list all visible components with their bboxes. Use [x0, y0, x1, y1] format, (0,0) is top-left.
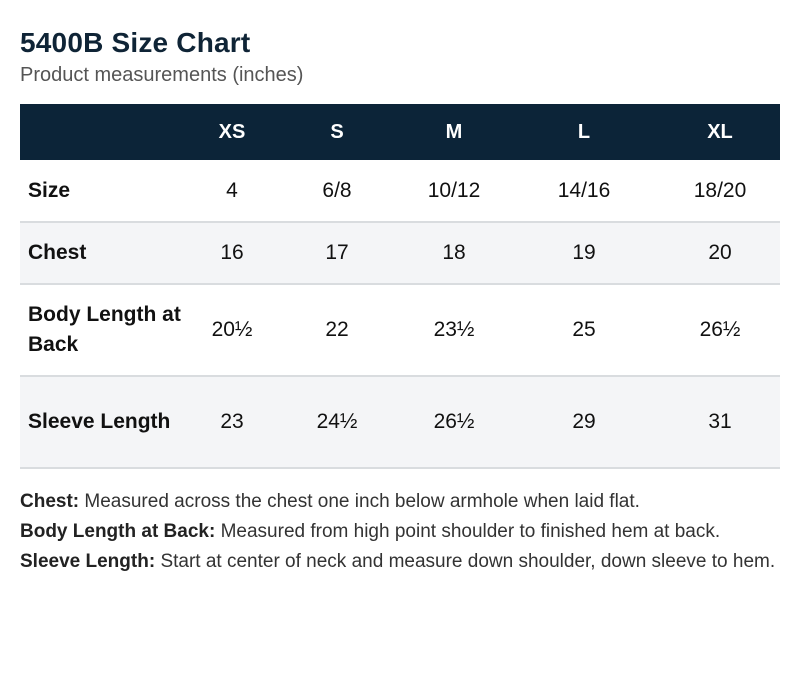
table-cell: 20½ — [190, 284, 274, 377]
page-title: 5400B Size Chart — [20, 27, 251, 58]
size-table: XS S M L XL Size 4 6/8 10/12 14/16 18/20… — [20, 104, 780, 469]
table-cell: 23½ — [400, 284, 508, 377]
table-row: Sleeve Length 23 24½ 26½ 29 31 — [20, 376, 780, 469]
row-label: Size — [20, 160, 190, 223]
table-cell: 6/8 — [274, 160, 400, 223]
table-cell: 29 — [508, 376, 660, 469]
measurement-notes: Chest: Measured across the chest one inc… — [20, 487, 780, 577]
note-body-length: Body Length at Back: Measured from high … — [20, 517, 780, 547]
table-cell: 18 — [400, 222, 508, 285]
column-header-l: L — [577, 120, 591, 143]
table-header-row: XS S M L XL — [20, 104, 780, 160]
note-text: Measured across the chest one inch below… — [84, 491, 640, 512]
row-label: Sleeve Length — [20, 376, 190, 469]
note-term: Sleeve Length: — [20, 551, 156, 572]
table-cell: 25 — [508, 284, 660, 377]
row-label: Chest — [20, 222, 190, 285]
note-term: Chest: — [20, 491, 80, 512]
note-text: Measured from high point shoulder to fin… — [220, 521, 721, 542]
table-row: Body Length at Back 20½ 22 23½ 25 26½ — [20, 284, 780, 377]
table-cell: 4 — [190, 160, 274, 223]
table-cell: 24½ — [274, 376, 400, 469]
table-cell: 16 — [190, 222, 274, 285]
note-text: Start at center of neck and measure down… — [160, 551, 776, 572]
table-row: Size 4 6/8 10/12 14/16 18/20 — [20, 160, 780, 223]
table-cell: 19 — [508, 222, 660, 285]
note-term: Body Length at Back: — [20, 521, 216, 542]
page-subtitle: Product measurements (inches) — [20, 64, 304, 86]
table-cell: 23 — [190, 376, 274, 469]
table-row: Chest 16 17 18 19 20 — [20, 222, 780, 285]
table-cell: 22 — [274, 284, 400, 377]
table-cell: 17 — [274, 222, 400, 285]
table-cell: 20 — [660, 222, 780, 285]
table-cell: 10/12 — [400, 160, 508, 223]
column-header-m: M — [445, 120, 463, 143]
table-cell: 26½ — [400, 376, 508, 469]
note-sleeve-length: Sleeve Length: Start at center of neck a… — [20, 547, 780, 577]
row-label: Body Length at Back — [20, 284, 190, 377]
column-header-s: S — [330, 120, 344, 143]
table-cell: 14/16 — [508, 160, 660, 223]
note-chest: Chest: Measured across the chest one inc… — [20, 487, 780, 517]
table-cell: 26½ — [660, 284, 780, 377]
table-cell: 31 — [660, 376, 780, 469]
size-chart-page: 5400B Size Chart Product measurements (i… — [20, 26, 780, 577]
column-header-xl: XL — [707, 120, 733, 143]
table-cell: 18/20 — [660, 160, 780, 223]
table-header-corner — [20, 104, 190, 160]
column-header-xs: XS — [218, 120, 246, 143]
